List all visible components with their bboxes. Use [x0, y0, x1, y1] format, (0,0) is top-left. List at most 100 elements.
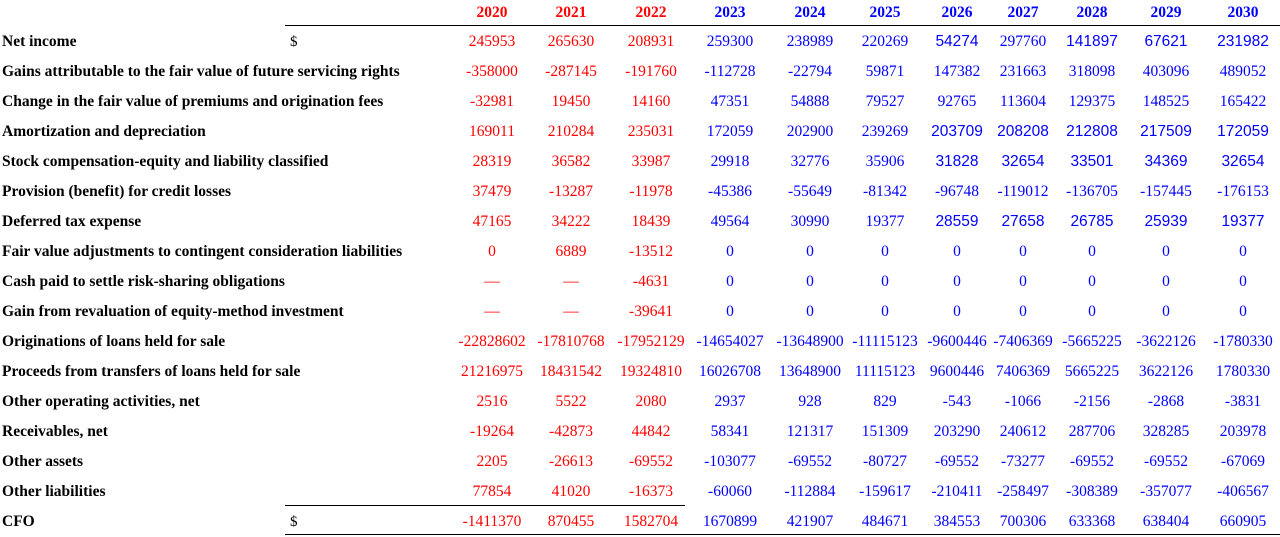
value-cell-2028: 0 [1088, 243, 1096, 260]
value-cell-2025: -159617 [859, 483, 911, 500]
value-cell-2029: -357077 [1140, 483, 1192, 500]
value-cell-2028: 141897 [1066, 33, 1118, 50]
value-cell-2024: 32776 [790, 153, 830, 170]
value-cell-2023: 0 [726, 303, 734, 320]
table-row: Provision (benefit) for credit losses 374… [0, 177, 1280, 207]
table-row: Fair value adjustments to contingent con… [0, 237, 1280, 267]
value-cell-2030: 32654 [1221, 153, 1265, 170]
value-cell-2024: 421907 [786, 513, 834, 530]
value-cell-2023: 47351 [710, 93, 750, 110]
value-cell-2025: 19377 [865, 213, 905, 230]
value-cell-2025: 829 [873, 393, 897, 410]
value-cell-2025: 220269 [861, 33, 909, 50]
value-cell-2027: -7406369 [993, 333, 1053, 350]
value-cell-2022: 19324810 [620, 363, 682, 380]
value-cell-2027: 0 [1019, 303, 1027, 320]
row-label: Cash paid to settle risk-sharing obligat… [2, 273, 285, 290]
value-cell-2029: 0 [1162, 243, 1170, 260]
value-cell-2028: 633368 [1068, 513, 1116, 530]
value-cell-2028: 212808 [1066, 123, 1118, 140]
value-cell-2022: 44842 [631, 423, 671, 440]
row-label: Deferred tax expense [2, 213, 142, 230]
value-cell-2020: 2516 [476, 393, 508, 410]
header-rule [285, 25, 1280, 26]
year-header-2024: 2024 [794, 4, 826, 21]
row-label: Stock compensation-equity and liability … [2, 153, 329, 170]
value-cell-2020: -19264 [470, 423, 514, 440]
value-cell-2028: 318098 [1068, 63, 1116, 80]
value-cell-2030: 231982 [1217, 33, 1269, 50]
value-cell-2022: -17952129 [617, 333, 685, 350]
value-cell-2022: -16373 [629, 483, 673, 500]
value-cell-2022: 1582704 [623, 513, 679, 530]
value-cell-2029: 328285 [1142, 423, 1190, 440]
value-cell-2021: 18431542 [540, 363, 602, 380]
value-cell-2029: 217509 [1140, 123, 1192, 140]
value-cell-2024: -112884 [784, 483, 836, 500]
value-cell-2028: 33501 [1070, 153, 1114, 170]
value-cell-2028: -136705 [1066, 183, 1118, 200]
value-cell-2021: 41020 [551, 483, 591, 500]
value-cell-2021: -42873 [549, 423, 593, 440]
value-cell-2027: 231663 [999, 63, 1047, 80]
row-label: Originations of loans held for sale [2, 333, 226, 350]
value-cell-2028: 26785 [1070, 213, 1114, 230]
value-cell-2027: -1066 [1004, 393, 1042, 410]
value-cell-2025: 59871 [865, 63, 905, 80]
row-label: Amortization and depreciation [2, 123, 206, 140]
value-cell-2026: 28559 [935, 213, 979, 230]
value-cell-2030: 489052 [1219, 63, 1267, 80]
value-cell-2025: 484671 [861, 513, 909, 530]
value-cell-2026: -69552 [935, 453, 979, 470]
value-cell-2020: 21216975 [461, 363, 523, 380]
value-cell-2028: -69552 [1070, 453, 1114, 470]
value-cell-2028: -5665225 [1062, 333, 1122, 350]
value-cell-2025: 79527 [865, 93, 905, 110]
value-cell-2022: 18439 [631, 213, 671, 230]
value-cell-2028: -2156 [1073, 393, 1111, 410]
row-label: Net income [2, 33, 77, 50]
row-label: Change in the fair value of premiums and… [2, 93, 384, 110]
value-cell-2023: 0 [726, 273, 734, 290]
value-cell-2027: -119012 [997, 183, 1049, 200]
value-cell-2021: 34222 [551, 213, 591, 230]
value-cell-2026: 0 [953, 303, 961, 320]
total-rule [285, 505, 685, 506]
value-cell-2021: 36582 [551, 153, 591, 170]
value-cell-2030: 660905 [1219, 513, 1267, 530]
currency-symbol: $ [290, 514, 298, 530]
value-cell-2026: 54274 [935, 33, 979, 50]
value-cell-2029: 25939 [1144, 213, 1188, 230]
table-row: Stock compensation-equity and liability … [0, 147, 1280, 177]
table-row: Gain from revaluation of equity-method i… [0, 297, 1280, 327]
value-cell-2022: 2080 [635, 393, 667, 410]
value-cell-2024: 238989 [786, 33, 834, 50]
year-header-2021: 2021 [555, 4, 587, 21]
value-cell-2022: -39641 [629, 303, 673, 320]
table-row: Receivables, net -19264 -42873 44842 58341 12… [0, 417, 1280, 447]
value-cell-2028: 0 [1088, 303, 1096, 320]
value-cell-2029: -157445 [1140, 183, 1192, 200]
value-cell-2026: -543 [942, 393, 972, 410]
value-cell-2021: -17810768 [537, 333, 605, 350]
value-cell-2030: 0 [1239, 303, 1247, 320]
year-header-2020: 2020 [476, 4, 508, 21]
value-cell-2023: 2937 [714, 393, 746, 410]
value-cell-2021: — [563, 303, 579, 320]
table-row: Gains attributable to the fair value of … [0, 57, 1280, 87]
value-cell-2024: 928 [798, 393, 822, 410]
value-cell-2023: -60060 [708, 483, 752, 500]
year-header-2026: 2026 [941, 4, 973, 21]
value-cell-2022: 33987 [631, 153, 671, 170]
value-cell-2029: 638404 [1142, 513, 1190, 530]
value-cell-2021: 870455 [547, 513, 595, 530]
table-row: Amortization and depreciation 169011 21028… [0, 117, 1280, 147]
value-cell-2024: 0 [806, 303, 814, 320]
value-cell-2020: 245953 [468, 33, 516, 50]
value-cell-2020: 37479 [472, 183, 512, 200]
row-label: Other liabilities [2, 483, 106, 500]
value-cell-2024: -13648900 [776, 333, 844, 350]
value-cell-2023: 16026708 [699, 363, 761, 380]
value-cell-2027: 0 [1019, 273, 1027, 290]
